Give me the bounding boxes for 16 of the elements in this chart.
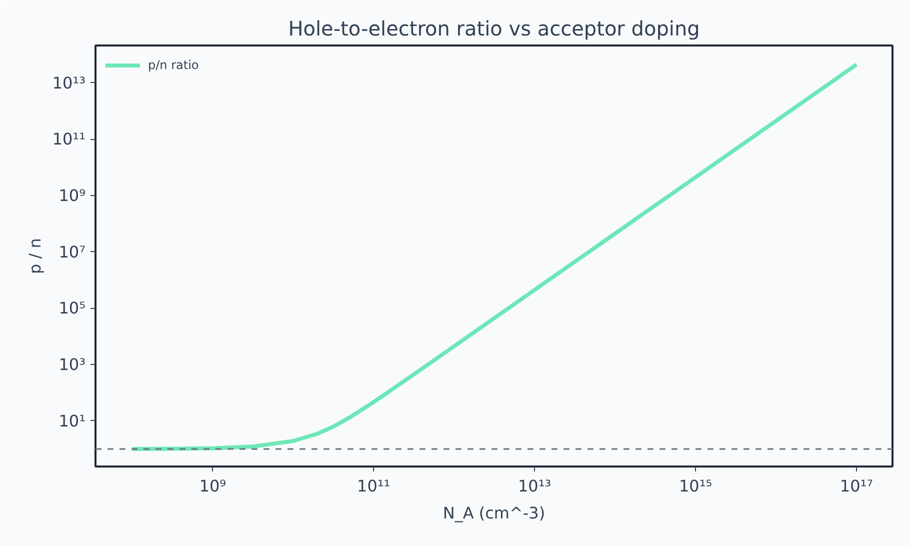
y-tick-label: 10¹ [58,411,86,430]
y-tick-label: 10¹¹ [52,130,86,149]
y-tick-label: 10³ [58,355,86,374]
x-tick-label: 10¹³ [518,476,552,496]
x-tick-label: 10¹¹ [357,476,390,496]
y-tick-label: 10⁷ [58,242,86,262]
y-axis-title: p / n [25,238,44,274]
legend-label: p/n ratio [148,58,199,72]
x-axis-title: N_A (cm^-3) [442,504,546,522]
y-tick-label: 10⁹ [58,186,86,205]
chart-title: Hole-to-electron ratio vs acceptor doping [288,16,700,40]
x-tick-label: 10¹⁵ [678,476,712,496]
x-tick-label: 10⁹ [199,476,226,496]
y-tick-label: 10⁵ [58,298,86,318]
x-tick-label: 10¹⁷ [840,476,874,496]
y-tick-label: 10¹³ [52,73,86,92]
